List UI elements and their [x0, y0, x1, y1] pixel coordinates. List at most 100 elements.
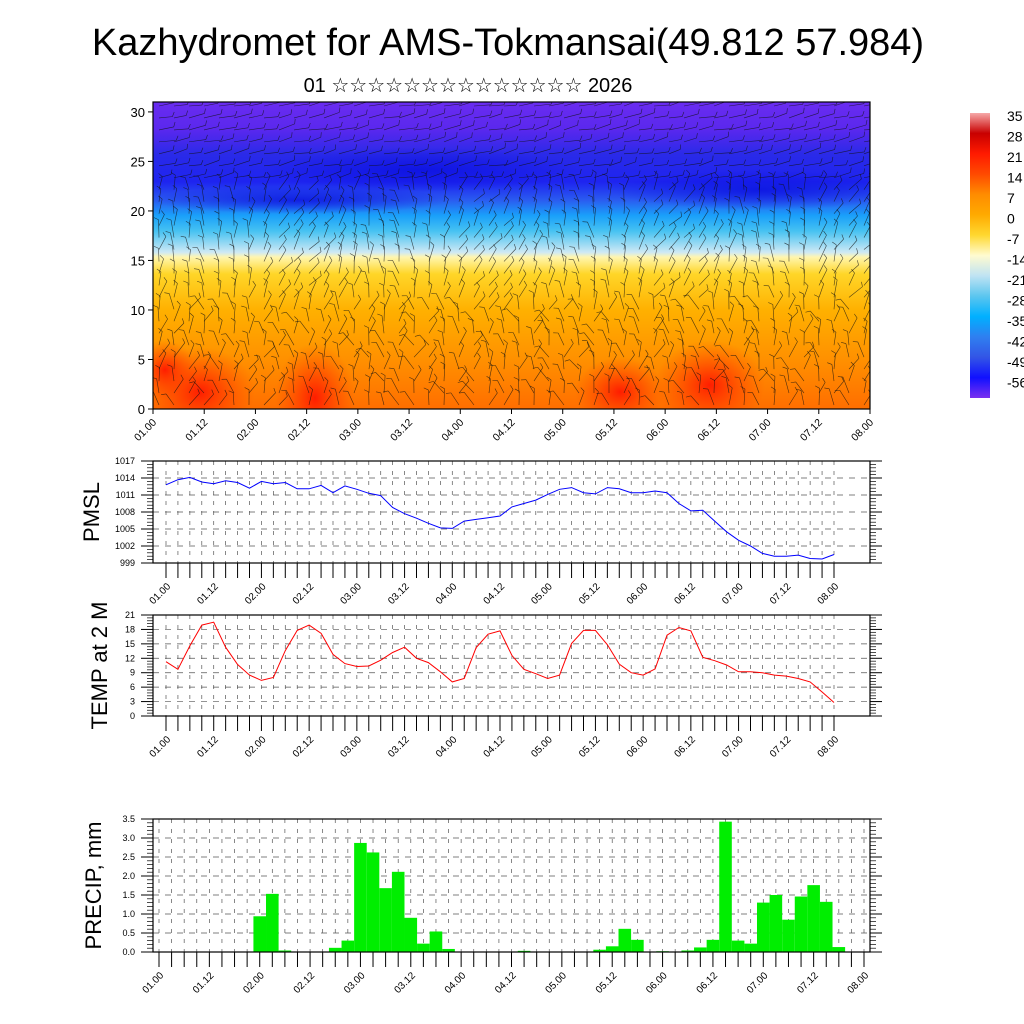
x-tick-label: 04.00: [434, 581, 460, 607]
precip-bar: [442, 948, 455, 952]
wind-barb-staff: [443, 270, 449, 286]
wind-barb-flag: [805, 133, 808, 139]
wind-barb: [233, 170, 252, 179]
wind-barb-staff: [278, 249, 287, 262]
wind-barb-staff: [754, 343, 760, 358]
wind-barb-staff: [158, 140, 177, 143]
wind-barb-flag: [511, 221, 514, 226]
wind-barb: [769, 354, 775, 370]
wind-barb: [688, 345, 700, 358]
wind-barb-staff: [503, 114, 521, 119]
wind-barb: [323, 232, 337, 250]
wind-barb-staff: [376, 173, 385, 190]
wind-barb-staff: [743, 140, 762, 143]
wind-barb: [833, 276, 838, 298]
wind-barb-flag: [714, 172, 719, 177]
wind-barb-staff: [419, 334, 430, 346]
wind-barb-flag: [813, 364, 819, 367]
wind-barb: [158, 349, 167, 370]
wind-barb-staff: [711, 321, 715, 334]
wind-barb: [448, 351, 460, 370]
wind-barb-staff: [772, 234, 775, 250]
wind-barb-staff: [683, 174, 697, 179]
wind-barb: [353, 168, 370, 179]
wind-barb: [203, 354, 220, 370]
wind-barb-staff: [752, 392, 760, 406]
wind-barb: [518, 135, 537, 143]
wind-barb: [614, 318, 625, 334]
wind-barb-staff: [631, 294, 640, 310]
wind-barb-staff: [171, 366, 175, 382]
wind-barb-flag: [190, 340, 195, 345]
wind-barb: [323, 175, 333, 190]
wind-barb-flag: [765, 366, 768, 372]
wind-barb-staff: [848, 358, 860, 370]
wind-barb-flag: [544, 209, 550, 213]
x-tick-label: 02.12: [291, 734, 317, 760]
wind-barb-staff: [233, 173, 239, 190]
wind-barb-flag: [427, 193, 433, 198]
wind-barb-staff: [576, 329, 580, 346]
wind-barb-staff: [488, 164, 506, 167]
wind-barb-flag: [330, 290, 336, 293]
wind-barb: [698, 247, 709, 262]
wind-barb-flag: [173, 205, 178, 210]
wind-barb-staff: [773, 112, 787, 119]
wind-barb: [786, 208, 791, 226]
wind-barb: [280, 329, 295, 346]
wind-barb-staff: [187, 282, 190, 298]
wind-barb: [713, 110, 729, 119]
wind-barb-flag: [704, 256, 708, 261]
wind-barb-flag: [845, 160, 849, 165]
wind-barb: [848, 110, 865, 119]
wind-barb-staff: [497, 333, 505, 346]
wind-barb: [218, 360, 223, 382]
wind-barb-staff: [818, 382, 826, 394]
wind-barb: [278, 330, 286, 346]
wind-barb: [233, 170, 239, 190]
wind-barb: [398, 102, 417, 107]
wind-barb-staff: [293, 204, 305, 214]
wind-barb: [653, 339, 666, 358]
wind-barb-staff: [225, 333, 235, 346]
wind-barb-staff: [188, 316, 194, 334]
wind-barb: [788, 158, 804, 167]
wind-barb-staff: [443, 364, 446, 382]
wind-barb-staff: [428, 237, 431, 250]
wind-barb-flag: [359, 341, 363, 347]
wind-barb: [387, 259, 400, 274]
wind-barb-staff: [158, 271, 162, 286]
wind-barb: [591, 244, 597, 262]
wind-barb: [593, 132, 610, 143]
wind-barb-staff: [488, 104, 504, 107]
wind-barb-staff: [330, 355, 340, 370]
wind-barb-staff: [668, 102, 681, 107]
wind-barb: [801, 171, 807, 190]
wind-barb-flag: [571, 207, 577, 210]
wind-barb-staff: [518, 356, 528, 370]
wind-barb: [769, 221, 775, 238]
wind-barb: [579, 332, 595, 346]
wind-barb: [193, 196, 205, 214]
wind-barb: [293, 247, 304, 262]
wind-barb: [323, 144, 337, 155]
wind-barb: [262, 220, 268, 238]
wind-barb: [713, 123, 734, 131]
wind-barb-staff: [473, 115, 491, 119]
wind-barb: [263, 147, 281, 155]
wind-barb-flag: [366, 109, 368, 115]
wind-barb-flag: [847, 111, 850, 117]
wind-barb: [222, 292, 235, 310]
wind-barb-staff: [323, 179, 333, 190]
wind-barb-flag: [339, 132, 341, 138]
wind-barb: [368, 365, 375, 382]
wind-barb-flag: [367, 120, 370, 126]
wind-barb-flag: [294, 320, 300, 323]
wind-barb: [568, 174, 580, 190]
wind-barb: [173, 124, 191, 131]
wind-barb-flag: [184, 270, 189, 274]
wind-barb-staff: [463, 391, 475, 406]
wind-barb-staff: [788, 125, 806, 131]
wind-barb-flag: [688, 231, 692, 237]
wind-barb-flag: [743, 159, 746, 165]
